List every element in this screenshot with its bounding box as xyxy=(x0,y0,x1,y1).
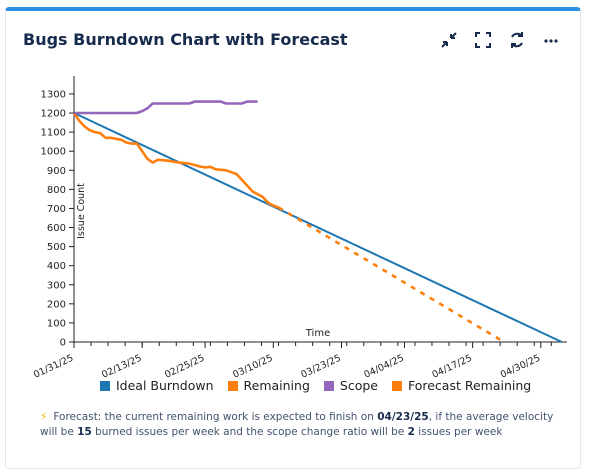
y-tick-label: 600 xyxy=(47,223,66,234)
x-tick-label: 03/10/25 xyxy=(231,353,274,380)
y-tick-label: 500 xyxy=(47,242,66,253)
x-tick-label: 04/17/25 xyxy=(431,353,474,380)
legend-label: Forecast Remaining xyxy=(407,378,532,393)
y-tick-label: 0 xyxy=(60,338,66,349)
forecast-text-mid1: , if the average velocity will be xyxy=(40,411,554,438)
chart-axes: 0 100 200 300 400 500 600 700 800 900 1000 1100 1200… xyxy=(32,75,568,380)
x-tick-label: 02/25/25 xyxy=(163,353,206,380)
collapse-icon[interactable] xyxy=(438,29,460,51)
legend-forecast-remaining[interactable]: Forecast Remaining xyxy=(391,378,532,393)
forecast-text-pre: Forecast: the current remaining work is … xyxy=(53,411,378,423)
x-axis-label: Time xyxy=(305,328,330,339)
fullscreen-icon[interactable] xyxy=(472,29,494,51)
series-line-forecast-remaining xyxy=(277,206,505,344)
forecast-text-mid2: burned issues per week and the scope cha… xyxy=(91,426,408,438)
legend-label: Ideal Burndown xyxy=(116,378,214,393)
chart-series-layer xyxy=(72,100,563,344)
forecast-scope-ratio: 2 xyxy=(407,426,415,438)
legend-ideal-burndown[interactable]: Ideal Burndown xyxy=(100,378,214,393)
widget-actions xyxy=(438,29,562,51)
y-tick-label: 1000 xyxy=(41,147,66,158)
forecast-velocity: 15 xyxy=(77,426,92,438)
forecast-note: ⚡ Forecast: the current remaining work is… xyxy=(40,410,565,440)
y-tick-label: 1300 xyxy=(41,89,66,100)
y-tick-label: 1200 xyxy=(41,109,66,120)
chart-legend: Ideal Burndown Remaining Scope Forecast … xyxy=(100,378,531,393)
forecast-date: 04/23/25 xyxy=(377,411,429,423)
series-line-ideal-burndown xyxy=(73,112,563,343)
legend-swatch xyxy=(227,380,238,391)
y-axis-label: Issue Count xyxy=(76,183,87,239)
x-tick-label: 03/23/25 xyxy=(299,353,342,380)
y-tick-label: 800 xyxy=(47,185,66,196)
burndown-chart: 0 100 200 300 400 500 600 700 800 900 1000 1100 1200… xyxy=(32,75,568,380)
forecast-text-post: issues per week xyxy=(414,426,503,438)
y-tick-label: 900 xyxy=(47,166,66,177)
legend-scope[interactable]: Scope xyxy=(323,378,378,393)
widget-title: Bugs Burndown Chart with Forecast xyxy=(23,30,348,49)
series-line-remaining xyxy=(72,112,280,209)
x-tick-label: 04/30/25 xyxy=(499,353,542,380)
x-tick-label: 01/31/25 xyxy=(32,353,75,380)
series-line-scope xyxy=(74,100,258,115)
legend-label: Remaining xyxy=(243,378,310,393)
more-icon[interactable] xyxy=(540,29,562,51)
x-tick-label: 02/13/25 xyxy=(100,353,143,380)
refresh-icon[interactable] xyxy=(506,29,528,51)
y-tick-label: 100 xyxy=(47,318,66,329)
legend-swatch xyxy=(391,380,402,391)
burndown-widget-card: Bugs Burndown Chart with Forecast xyxy=(5,7,581,469)
x-tick-label: 04/04/25 xyxy=(362,353,405,380)
legend-swatch xyxy=(100,380,110,391)
legend-swatch xyxy=(323,380,334,391)
y-tick-label: 700 xyxy=(47,204,66,215)
lightning-icon: ⚡ xyxy=(40,411,48,423)
y-tick-label: 400 xyxy=(47,261,66,272)
legend-label: Scope xyxy=(339,378,378,393)
legend-remaining[interactable]: Remaining xyxy=(227,378,310,393)
y-tick-label: 300 xyxy=(47,280,66,291)
y-tick-label: 200 xyxy=(47,299,66,310)
y-tick-label: 1100 xyxy=(41,128,66,139)
